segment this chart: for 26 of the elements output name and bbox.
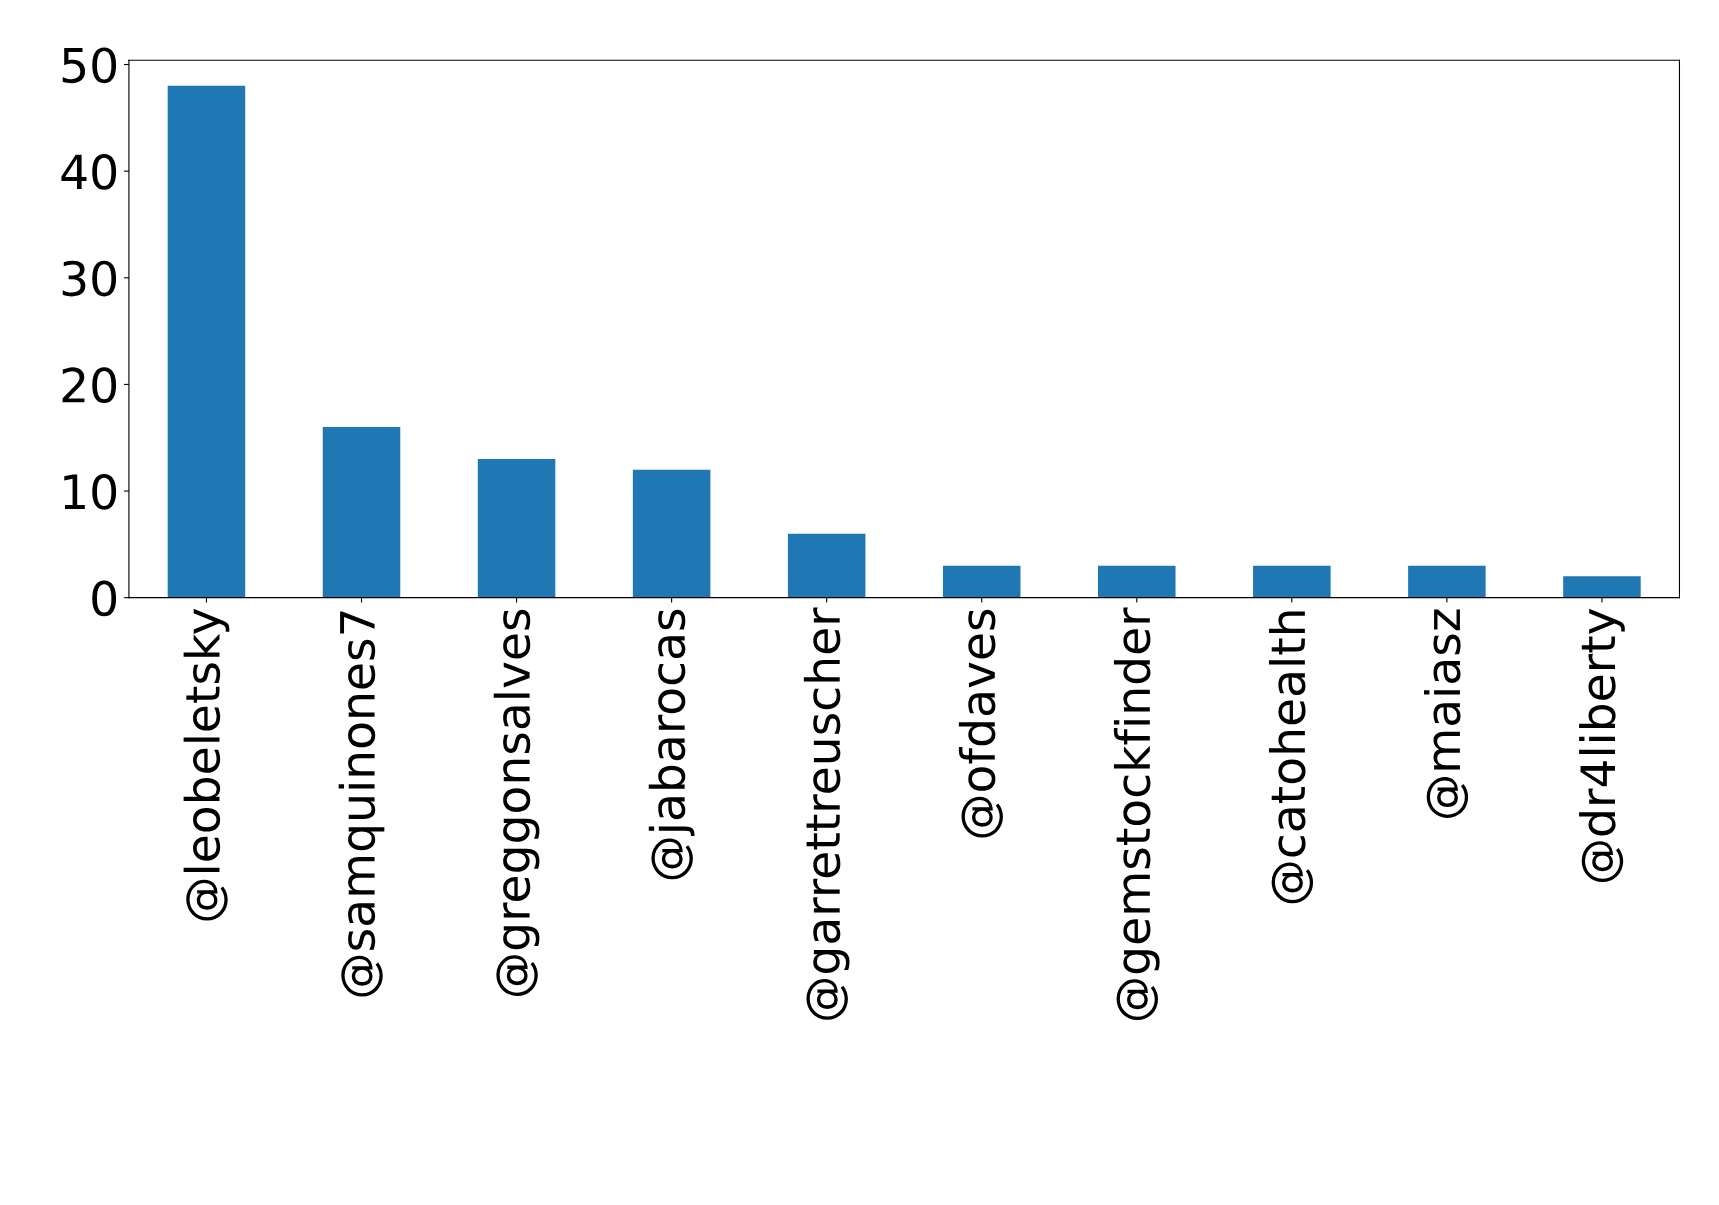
- x-tick-label: @jabarocas: [648, 609, 695, 880]
- x-tick-label: @garrettreuscher: [803, 607, 850, 1020]
- bar: [1408, 565, 1486, 598]
- bar: [1253, 565, 1331, 598]
- x-tick-label: @maiasz: [1424, 609, 1469, 818]
- bar: [167, 85, 246, 598]
- x-tick-label: @ofdaves: [958, 609, 1003, 838]
- x-tick-label: @leobeletsky: [183, 608, 230, 921]
- bar: [322, 427, 401, 598]
- x-tick-label: @samquinones7: [338, 611, 385, 997]
- bar: [1098, 565, 1176, 598]
- y-tick-label: 30: [62, 260, 117, 297]
- bar: [477, 459, 556, 598]
- bar: [632, 469, 711, 598]
- y-tick-label: 0: [92, 580, 117, 617]
- x-tick-label: @greggonsalves: [493, 609, 540, 996]
- bar: [1563, 576, 1641, 598]
- x-tick-label: @gemstockfinder: [1113, 607, 1160, 1020]
- x-tick-label: @catohealth: [1268, 611, 1314, 904]
- y-tick-label: 20: [62, 367, 117, 404]
- y-tick-label: 50: [62, 47, 117, 84]
- x-tick-label: @dr4liberty: [1579, 608, 1625, 883]
- y-tick-label: 40: [61, 154, 117, 190]
- bar: [787, 533, 866, 598]
- y-tick-label: 10: [64, 473, 117, 510]
- bar: [942, 565, 1021, 598]
